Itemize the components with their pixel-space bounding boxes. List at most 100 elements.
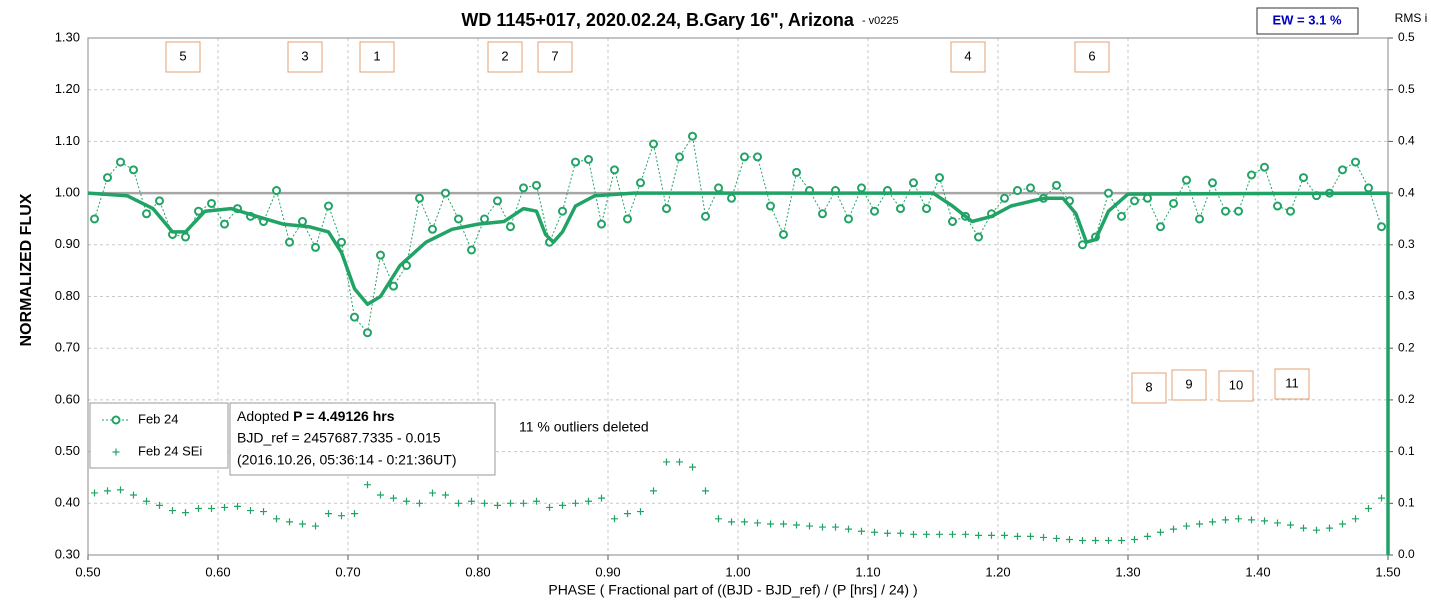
data-point <box>494 501 501 509</box>
data-point <box>988 531 995 539</box>
data-point <box>949 530 956 538</box>
data-point <box>559 501 566 509</box>
data-point <box>350 312 359 322</box>
y-tick-label: 0.80 <box>55 288 80 303</box>
y2-tick-label: 0.1 <box>1398 444 1415 458</box>
data-point <box>741 518 748 526</box>
data-point <box>181 232 190 242</box>
data-point <box>116 157 125 167</box>
data-point <box>948 217 957 227</box>
data-point <box>90 214 99 224</box>
data-point <box>753 152 762 162</box>
data-point <box>415 193 424 203</box>
y-tick-label: 0.60 <box>55 391 80 406</box>
info-adopted: Adopted <box>237 408 289 424</box>
data-point <box>221 503 228 511</box>
data-point <box>1000 193 1009 203</box>
data-point <box>273 515 280 523</box>
data-point <box>871 528 878 536</box>
data-point <box>832 523 839 531</box>
data-point <box>597 219 606 229</box>
data-point <box>533 497 540 505</box>
y2-tick-label: 0.0 <box>1398 547 1415 561</box>
data-point <box>376 250 385 260</box>
data-point <box>91 489 98 497</box>
dip-label: 10 <box>1229 377 1243 392</box>
data-point <box>506 222 515 232</box>
data-point <box>234 502 241 510</box>
data-point <box>610 165 619 175</box>
data-point <box>1130 196 1139 206</box>
data-point <box>377 491 384 499</box>
data-point <box>208 504 215 512</box>
data-point <box>1300 524 1307 532</box>
data-point <box>520 499 527 507</box>
data-point <box>285 237 294 247</box>
data-point <box>975 531 982 539</box>
x-tick-label: 1.10 <box>855 564 880 579</box>
dip-box <box>950 41 986 73</box>
data-point <box>480 214 489 224</box>
data-point <box>507 499 514 507</box>
legend-label: Feb 24 SEi <box>138 443 202 458</box>
legend-marker <box>112 448 120 456</box>
info-bjd: BJD_ref = 2457687.7335 - 0.015 <box>237 430 441 446</box>
y-tick-label: 1.30 <box>55 29 80 44</box>
dip-box <box>165 41 201 73</box>
data-point <box>363 328 372 338</box>
data-point <box>585 497 592 505</box>
data-point <box>130 491 137 499</box>
data-point <box>493 196 502 206</box>
data-point <box>675 152 684 162</box>
data-point <box>702 487 709 495</box>
data-point <box>1247 170 1256 180</box>
data-point <box>155 196 164 206</box>
dip-label: 9 <box>1185 376 1192 391</box>
legend-label: Feb 24 <box>138 411 178 426</box>
data-point <box>1013 186 1022 196</box>
y2-tick-label: 0.4 <box>1398 185 1415 199</box>
data-point <box>1287 521 1294 529</box>
data-point <box>884 529 891 537</box>
dip-box <box>537 41 573 73</box>
x-axis-label: PHASE ( Fractional part of ((BJD - BJD_r… <box>548 582 917 598</box>
y-tick-label: 1.00 <box>55 185 80 200</box>
dip-box <box>1131 372 1167 404</box>
data-point <box>623 214 632 224</box>
data-point <box>624 510 631 518</box>
data-point <box>897 529 904 537</box>
data-point <box>1157 528 1164 536</box>
y2-tick-label: 0.4 <box>1398 134 1415 148</box>
data-point <box>1195 214 1204 224</box>
data-point <box>793 521 800 529</box>
data-point <box>1144 532 1151 540</box>
data-point <box>598 494 605 502</box>
dip-box <box>1171 369 1207 401</box>
y-tick-label: 0.50 <box>55 443 80 458</box>
data-point <box>403 497 410 505</box>
data-point <box>1326 524 1333 532</box>
data-point <box>650 487 657 495</box>
data-point <box>1208 178 1217 188</box>
data-point <box>104 487 111 495</box>
data-point <box>1183 522 1190 530</box>
data-point <box>649 139 658 149</box>
data-point <box>715 515 722 523</box>
data-point <box>572 499 579 507</box>
info-box <box>229 402 496 476</box>
y2-tick-label: 0.5 <box>1398 30 1415 44</box>
data-point <box>819 523 826 531</box>
dip-label: 8 <box>1145 379 1152 394</box>
data-point <box>688 131 697 141</box>
data-point <box>351 510 358 518</box>
data-point <box>1339 520 1346 528</box>
dip-box <box>1274 368 1310 400</box>
chart-title: WD 1145+017, 2020.02.24, B.Gary 16", Ari… <box>461 10 898 30</box>
data-point <box>169 507 176 515</box>
y-tick-label: 1.20 <box>55 81 80 96</box>
data-point <box>558 206 567 216</box>
data-point <box>143 497 150 505</box>
ew-box <box>1256 7 1359 35</box>
x-tick-label: 0.70 <box>335 564 360 579</box>
data-point <box>1260 162 1269 172</box>
